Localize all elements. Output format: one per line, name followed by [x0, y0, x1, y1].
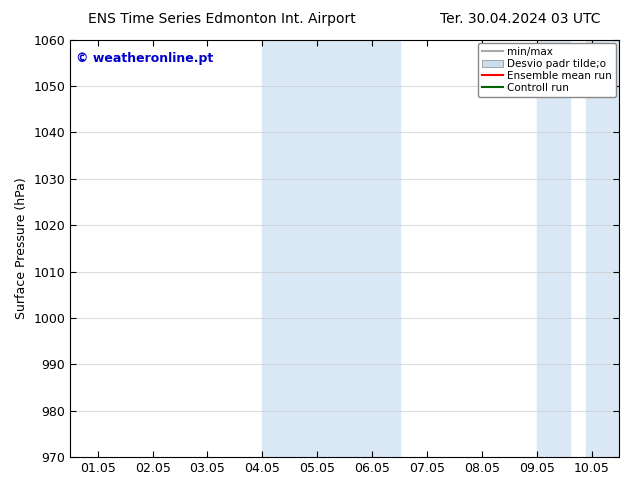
Text: © weatheronline.pt: © weatheronline.pt: [76, 52, 213, 65]
Bar: [586, 40, 619, 457]
Legend: min/max, Desvio padr tilde;o, Ensemble mean run, Controll run: min/max, Desvio padr tilde;o, Ensemble m…: [478, 43, 616, 98]
Y-axis label: Surface Pressure (hPa): Surface Pressure (hPa): [15, 177, 28, 319]
Text: Ter. 30.04.2024 03 UTC: Ter. 30.04.2024 03 UTC: [439, 12, 600, 26]
Bar: [537, 40, 569, 457]
Bar: [262, 40, 399, 457]
Text: ENS Time Series Edmonton Int. Airport: ENS Time Series Edmonton Int. Airport: [88, 12, 356, 26]
